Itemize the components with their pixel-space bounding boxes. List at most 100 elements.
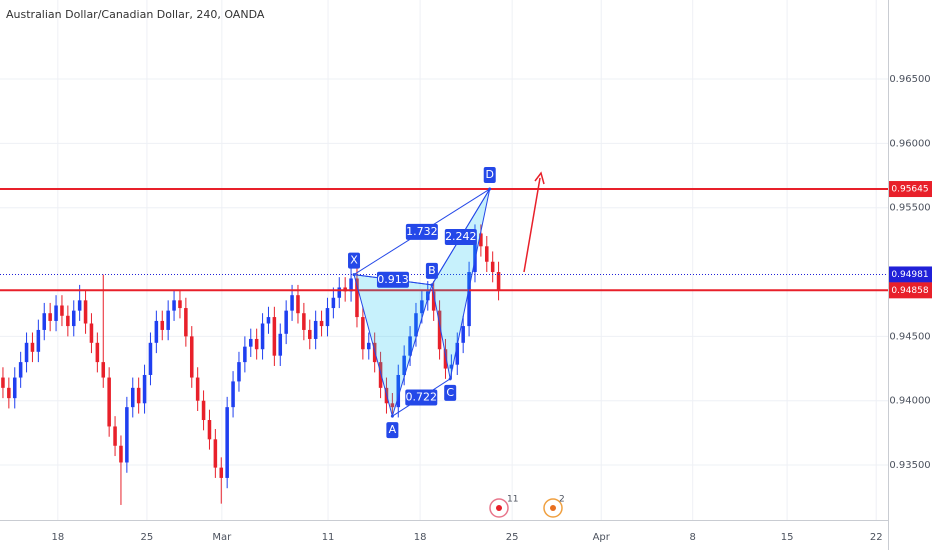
- forecast-arrowhead: [534, 171, 545, 185]
- candle-body: [12, 377, 17, 399]
- y-tick-label: 0.95500: [889, 203, 930, 214]
- point-label: A: [389, 423, 397, 436]
- candle-body: [207, 420, 212, 440]
- candle-body: [95, 342, 100, 363]
- event-icon-dot: [550, 505, 556, 511]
- candle-body: [172, 300, 176, 311]
- candle-body: [260, 323, 265, 350]
- candle-body: [243, 346, 247, 363]
- y-tick-label: 0.93500: [889, 460, 930, 471]
- candle-body: [160, 320, 165, 330]
- candle-body: [83, 300, 88, 324]
- candle-body: [390, 403, 395, 408]
- candle-body: [54, 305, 58, 321]
- candle-body: [213, 439, 218, 468]
- event-icon[interactable]: [489, 498, 509, 518]
- candle-body: [420, 300, 424, 314]
- candle-body: [319, 320, 324, 327]
- candle-body: [337, 287, 342, 298]
- candle-body: [485, 246, 489, 262]
- candle-body: [154, 320, 159, 343]
- x-tick-label: 15: [781, 532, 794, 543]
- y-tick-label: 0.96500: [889, 74, 930, 85]
- candle-body: [195, 377, 200, 401]
- candle-body: [378, 362, 383, 388]
- candle-body: [184, 308, 188, 337]
- point-label-box: [386, 422, 399, 439]
- candle-body: [479, 233, 483, 247]
- candle-body: [408, 336, 412, 356]
- x-tick-label: 11: [322, 532, 335, 543]
- candle-body: [77, 300, 82, 311]
- candle-body: [36, 329, 41, 352]
- candle-body: [119, 445, 123, 463]
- ratio-label: 2.242: [445, 230, 477, 243]
- point-label: D: [485, 168, 493, 181]
- candle-body: [254, 338, 259, 350]
- candle-body: [231, 381, 235, 408]
- candle-body: [48, 313, 52, 321]
- x-tick-label: 25: [506, 532, 519, 543]
- price-label-box: [889, 282, 932, 299]
- point-label-box: [348, 252, 361, 269]
- y-tick-label: 0.96000: [889, 138, 930, 149]
- y-tick-label: 0.94000: [889, 396, 930, 407]
- candle-body: [284, 310, 288, 334]
- x-tick-label: 22: [870, 532, 883, 543]
- event-icon-dot: [496, 505, 502, 511]
- candle-body: [490, 261, 495, 273]
- price-label: 0.95645: [891, 185, 928, 195]
- candle-body: [402, 355, 406, 375]
- x-tick-label: 8: [690, 532, 696, 543]
- candle-body: [266, 317, 271, 324]
- candle-body: [331, 297, 336, 309]
- candle-body: [189, 336, 194, 378]
- candle-body: [107, 377, 111, 427]
- candle-body: [148, 342, 153, 375]
- x-tick-label: 25: [141, 532, 154, 543]
- ratio-label: 1.732: [406, 225, 438, 238]
- price-label-box: [889, 266, 932, 283]
- event-icon[interactable]: [543, 498, 563, 518]
- ratio-label: 0.722: [406, 390, 438, 403]
- candle-body: [325, 308, 330, 327]
- candle-body: [349, 278, 353, 292]
- candle-body: [113, 426, 117, 446]
- ratio-box: [444, 228, 477, 245]
- candle-body: [449, 364, 454, 369]
- candle-body: [467, 272, 471, 327]
- candle-body: [225, 407, 229, 478]
- candle-body: [355, 278, 359, 318]
- candle-body: [24, 342, 29, 363]
- ratio-box: [405, 223, 438, 240]
- candle-body: [426, 291, 430, 301]
- candle-body: [473, 233, 477, 273]
- candle-body: [443, 349, 448, 369]
- candle-body: [125, 407, 129, 463]
- point-label-box: [425, 262, 438, 279]
- x-tick-label: Mar: [212, 532, 232, 543]
- candle-body: [18, 362, 23, 378]
- candle-body: [7, 387, 11, 399]
- candle-body: [367, 342, 371, 350]
- candle-body: [101, 362, 106, 378]
- candle-body: [307, 329, 312, 339]
- event-count: 2: [559, 495, 565, 505]
- candle-body: [431, 291, 436, 311]
- candle-body: [278, 333, 283, 356]
- candle-body: [1, 377, 5, 388]
- candle-body: [296, 295, 300, 314]
- event-count: 11: [507, 495, 518, 505]
- x-tick-label: 18: [414, 532, 427, 543]
- candle-body: [30, 342, 35, 352]
- price-label-box: [889, 181, 932, 198]
- price-label: 0.94858: [891, 286, 928, 296]
- candle-body: [166, 310, 170, 330]
- candle-body: [142, 374, 147, 404]
- grid: [0, 0, 888, 520]
- candle-body: [201, 400, 206, 421]
- candle-body: [290, 295, 294, 311]
- point-label: B: [428, 264, 436, 277]
